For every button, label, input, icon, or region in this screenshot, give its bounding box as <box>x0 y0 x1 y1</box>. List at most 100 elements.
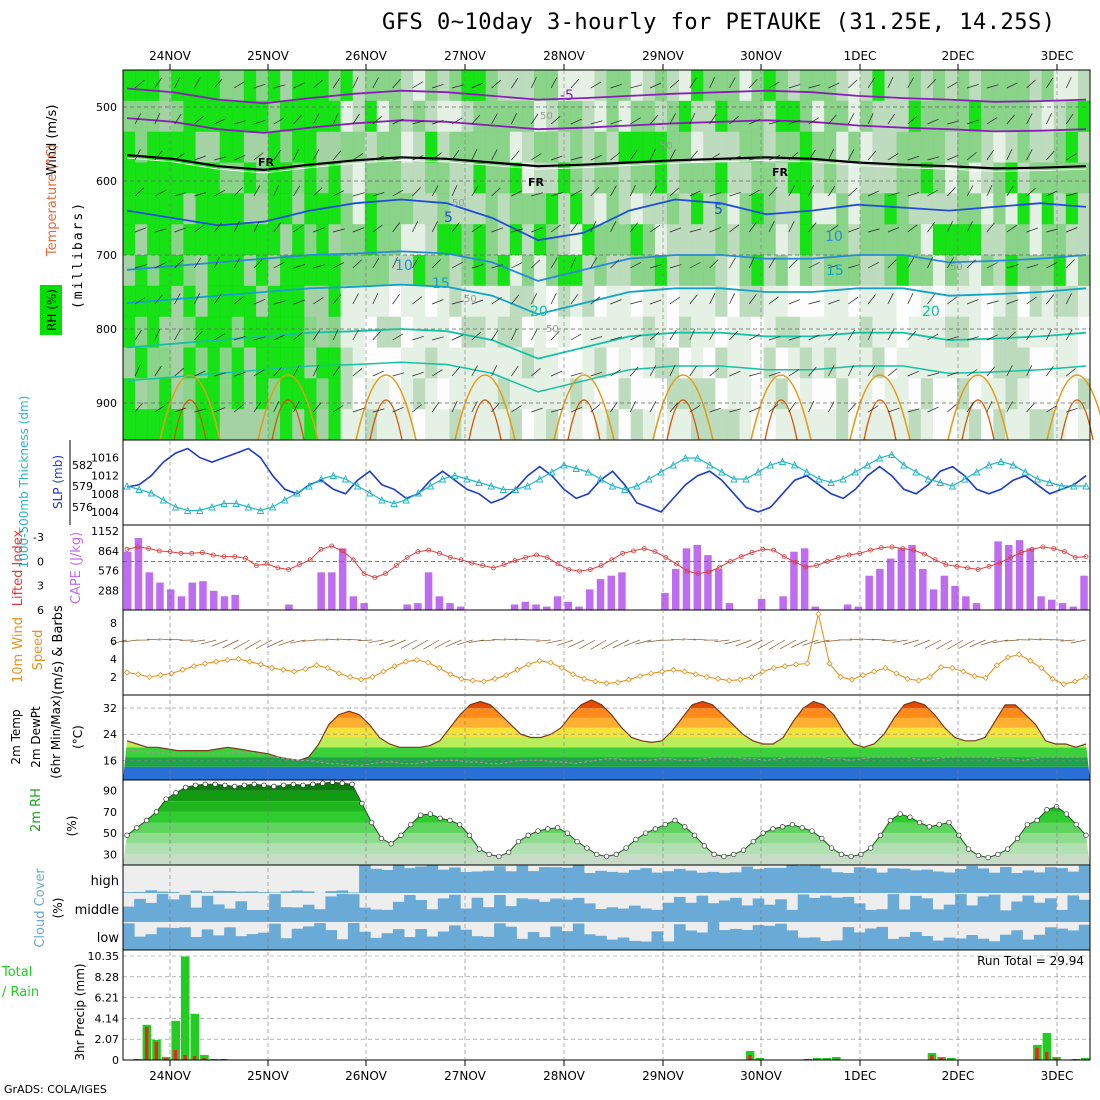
rh-cell <box>920 70 934 102</box>
wind-barb <box>1065 113 1074 125</box>
rh-cell <box>352 285 366 318</box>
axes-layer: 24NOV 25NOV 26NOV 27NOV 28NOV 29NOV 30NOV 1DEC 2… <box>122 49 1091 1083</box>
date-label-bottom: 26NOV <box>345 1069 387 1083</box>
cloud-bar <box>1078 899 1091 922</box>
wind-barb <box>1046 328 1052 341</box>
rh-cell <box>812 224 825 256</box>
wind-barb <box>1006 401 1013 413</box>
rh-cell <box>654 193 668 225</box>
wind-barb <box>412 335 424 341</box>
wind-barb <box>511 77 519 89</box>
rh-cell <box>945 131 958 163</box>
wind-barb <box>867 190 880 197</box>
rh-cell <box>1005 347 1018 379</box>
wind-barb <box>570 256 577 269</box>
cloud-bar <box>674 896 686 922</box>
wind-barb <box>214 372 226 377</box>
rh-cell <box>824 285 837 318</box>
cloud-bar <box>865 928 877 950</box>
lifted-marker <box>878 545 884 551</box>
lifted-marker <box>340 548 345 554</box>
rh-cell <box>630 224 644 256</box>
rh-cell <box>812 347 825 379</box>
rh-cell <box>449 162 462 194</box>
thickness-marker <box>863 460 872 469</box>
surface-wind-barb <box>882 639 897 641</box>
cloud-bar <box>280 938 292 950</box>
rh-cell <box>1053 131 1067 163</box>
wind-barb <box>907 257 915 269</box>
cloud-bar <box>381 870 394 893</box>
cloud-bar <box>1033 934 1046 950</box>
wind-barb <box>610 185 617 197</box>
rh-marker <box>965 846 972 852</box>
rh-cell <box>739 224 753 256</box>
cloud-bar <box>123 923 135 950</box>
cloud-bar <box>145 902 158 922</box>
wind-barb <box>629 401 636 413</box>
thickness-marker <box>705 460 714 469</box>
rh-cell <box>775 409 789 441</box>
rh-cell <box>195 70 209 102</box>
cloud-bar <box>674 868 686 893</box>
isotherm-label: 10 <box>825 229 843 245</box>
rh-cell <box>570 100 583 133</box>
wind-barb <box>352 407 365 413</box>
wind-barb <box>412 296 423 305</box>
rh-cell <box>642 409 656 441</box>
wind-barb <box>709 329 716 341</box>
lifted-marker <box>1008 555 1013 560</box>
cloud-bar <box>213 935 225 950</box>
cloud-bar <box>527 871 540 893</box>
rh-cell <box>473 193 487 225</box>
wind-barb <box>134 149 141 161</box>
wind-barb <box>630 149 638 161</box>
rh-tick-label: 90 <box>103 785 117 798</box>
wind-barb <box>154 190 166 197</box>
rh-cell <box>219 347 233 379</box>
wind-barb <box>313 297 324 305</box>
wind-marker <box>904 675 911 682</box>
wind-barb <box>174 113 182 125</box>
rh-cell <box>401 255 414 287</box>
wind-barb <box>808 222 817 233</box>
cloud-bar <box>718 900 731 922</box>
lifted-marker <box>480 563 486 568</box>
wind-marker <box>157 672 164 679</box>
rh-cell <box>679 70 692 102</box>
warm-isotherm-arc <box>652 374 714 441</box>
wind-barb <box>986 222 995 233</box>
rh-cell <box>183 255 196 287</box>
wind-barb <box>887 293 894 305</box>
rh-cell <box>509 347 523 379</box>
rh-cell <box>401 285 414 318</box>
rh-cell <box>473 409 487 441</box>
surface-wind-barb <box>434 639 451 649</box>
rh-cell <box>642 131 656 163</box>
cape-bar <box>779 596 787 610</box>
wind-barb <box>729 370 741 377</box>
cape-bar <box>951 586 959 610</box>
cape-bar <box>1069 606 1077 610</box>
wind-marker <box>793 661 800 668</box>
rh-cell <box>727 131 740 163</box>
rh-cell <box>679 193 692 225</box>
wind-barb <box>927 372 940 377</box>
wind-marker <box>469 677 476 684</box>
wind-barb <box>233 335 246 341</box>
rh-cell <box>304 409 317 441</box>
thickness-marker <box>305 481 313 490</box>
wind-barb <box>471 401 478 413</box>
cloud-bar <box>482 936 495 950</box>
rh-cell <box>594 255 607 287</box>
rh-cell <box>618 409 632 441</box>
isotherm-15-line <box>126 283 1087 316</box>
rh-cell <box>1005 193 1018 225</box>
rh-cell <box>787 162 801 194</box>
rh-cell <box>908 409 922 441</box>
wind-barb <box>511 190 523 197</box>
rh-cell <box>787 70 801 102</box>
cloud-bar <box>314 909 326 922</box>
rh-cell <box>352 100 366 133</box>
rh-cell <box>1065 316 1079 348</box>
